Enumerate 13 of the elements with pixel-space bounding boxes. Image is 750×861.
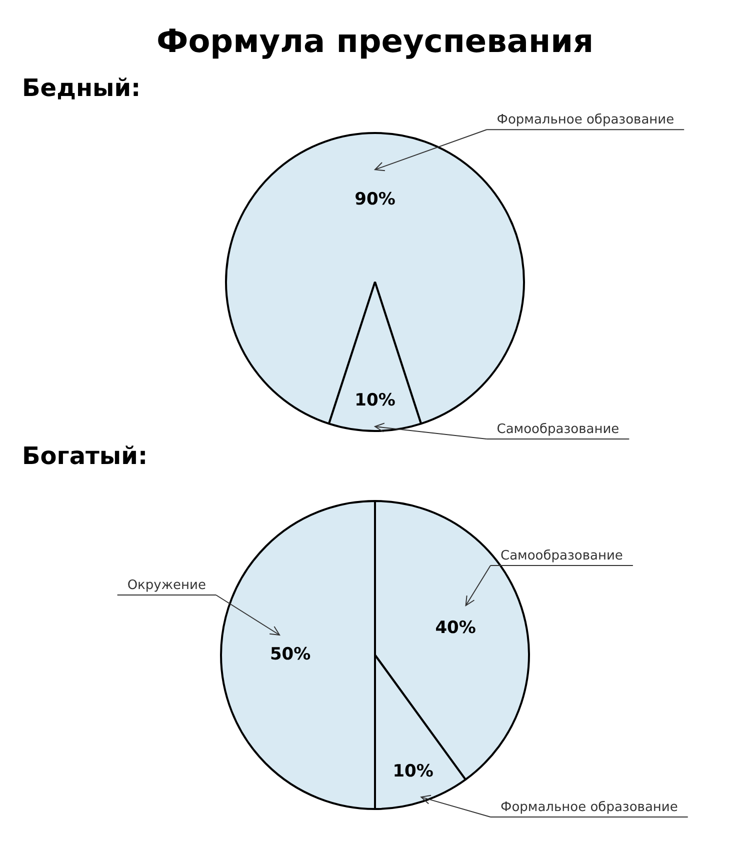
slice-label: Формальное образование (496, 112, 674, 128)
slice-label: Формальное образование (500, 800, 678, 815)
chart-title: Богатый: (22, 442, 149, 470)
chart-subtitle: Бедный: (22, 74, 142, 102)
data-label: 90% (354, 189, 396, 210)
slice-label: Окружение (127, 578, 206, 593)
chart-title: Формула преуспевания (155, 22, 595, 60)
data-label: 40% (435, 618, 476, 638)
data-label: 10% (392, 762, 434, 782)
data-label: 10% (354, 390, 396, 411)
slice-label: Самообразование (500, 548, 623, 564)
data-label: 50% (270, 644, 311, 664)
slice-label: Самообразование (496, 422, 620, 437)
